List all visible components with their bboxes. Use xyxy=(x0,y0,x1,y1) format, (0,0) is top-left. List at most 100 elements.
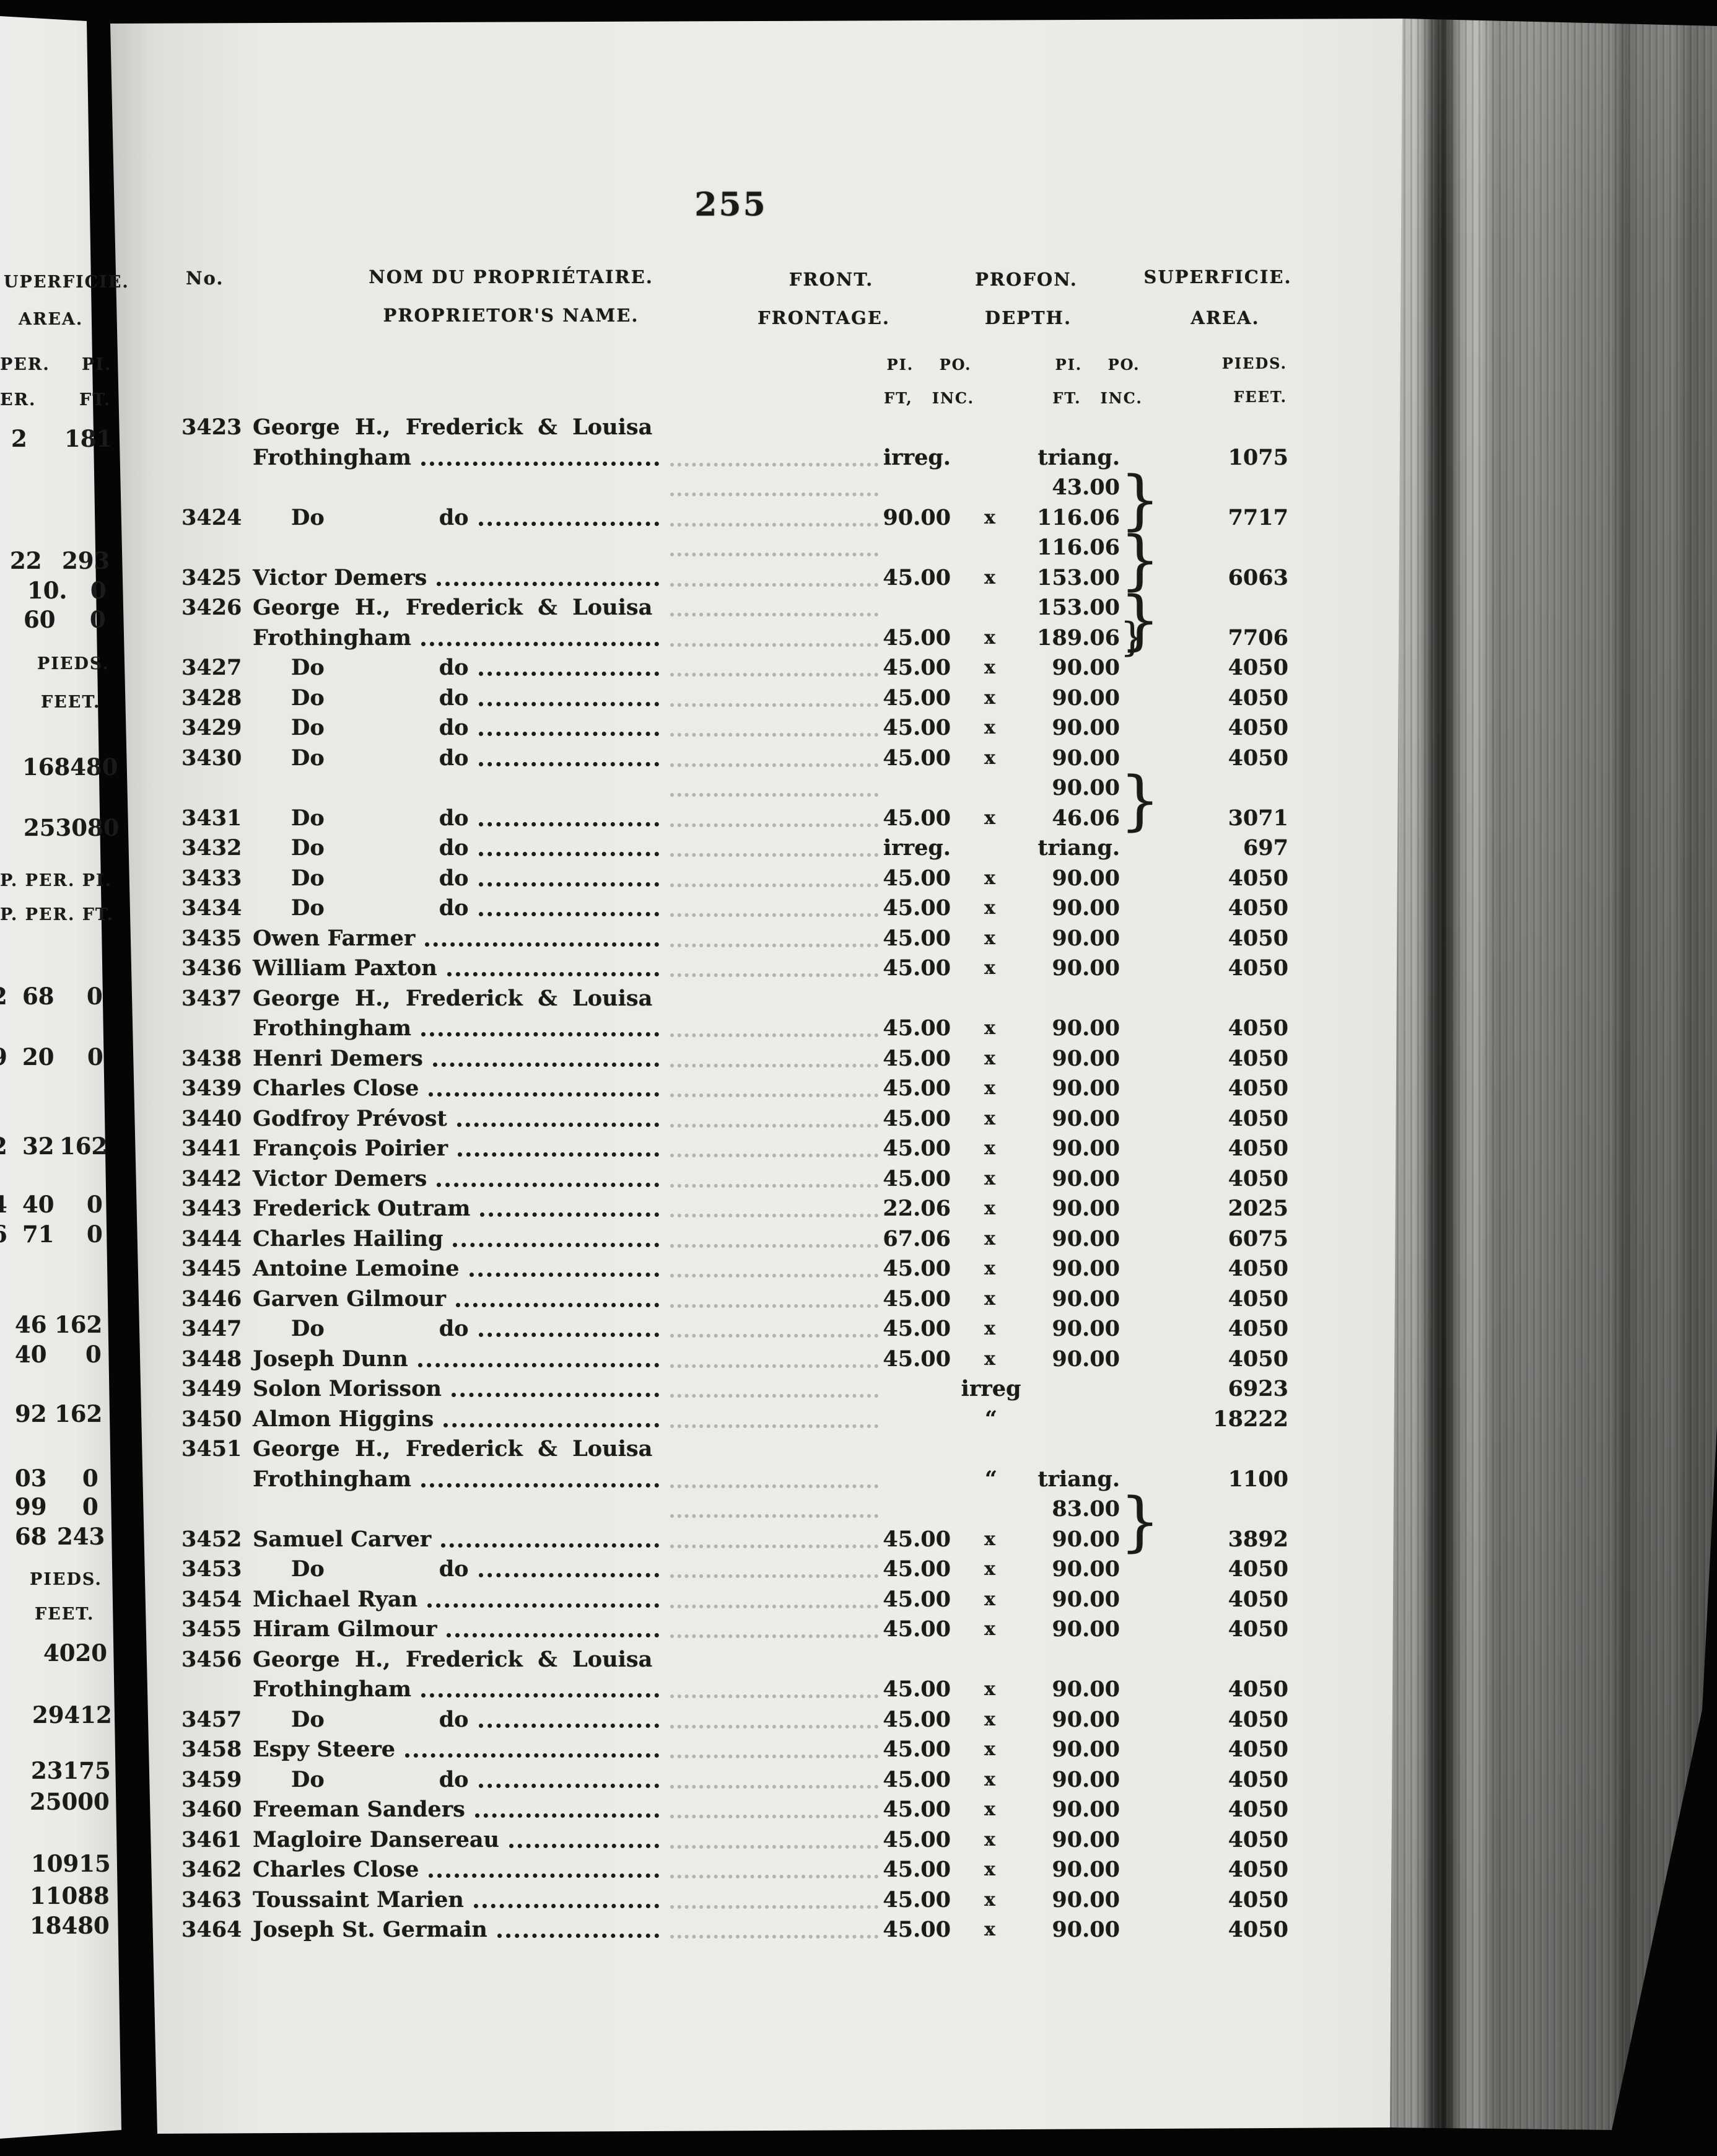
table-row: 3438 Henri Demers 45.00 x 90.00 4050 xyxy=(0,1043,1717,1074)
leader-dots xyxy=(478,672,659,676)
x-separator: x xyxy=(984,1017,995,1039)
ditto-do: do xyxy=(439,715,469,740)
owner-name: Do do xyxy=(253,712,663,743)
area-value: 4050 xyxy=(1228,1766,1288,1792)
ghost-dots xyxy=(670,1514,878,1518)
front-value: 45.00 xyxy=(883,955,951,981)
column-header-name-fr: NOM DU PROPRIÉTAIRE. xyxy=(369,266,653,287)
ghost-dots xyxy=(670,522,878,527)
leader-dots xyxy=(421,1483,659,1488)
owner-name-text: Charles Close xyxy=(253,1857,419,1882)
row-number: 3436 xyxy=(181,955,242,981)
owner-name-text: Joseph Dunn xyxy=(253,1346,408,1372)
table-row: 3437 George H., Frederick & Louisa xyxy=(0,983,1717,1014)
ditto-do: Do xyxy=(291,1316,325,1341)
row-number: 3453 xyxy=(181,1556,242,1582)
column-header-name-en: PROPRIETOR'S NAME. xyxy=(383,305,639,326)
depth-value: 90.00 xyxy=(1052,1616,1120,1642)
ghost-dots xyxy=(670,763,878,767)
depth-value: 90.00 xyxy=(1052,1076,1120,1101)
depth-value: 90.00 xyxy=(1052,655,1120,680)
margin-fragment: 11088 xyxy=(30,1882,110,1909)
owner-name-text: Victor Demers xyxy=(253,1165,427,1191)
table-row: 3435 Owen Farmer 45.00 x 90.00 4050 xyxy=(0,923,1717,953)
ditto-do: do xyxy=(439,655,469,680)
ditto-do: Do xyxy=(291,895,325,921)
area-value: 18222 xyxy=(1213,1406,1288,1432)
x-separator: x xyxy=(984,1588,995,1610)
row-number: 3460 xyxy=(181,1797,242,1822)
table-row: 83.00} xyxy=(0,1489,1717,1554)
leader-dots xyxy=(421,1693,659,1698)
ghost-dots xyxy=(670,1935,878,1939)
brace: } xyxy=(1120,1484,1160,1560)
owner-name: Solon Morisson xyxy=(253,1374,663,1404)
ghost-dots xyxy=(670,1033,878,1037)
area-value: 4050 xyxy=(1228,1917,1288,1942)
owner-name: George H., Frederick & Louisa xyxy=(253,983,663,1014)
row-number: 3457 xyxy=(181,1706,242,1732)
table-row: 3455 Hiram Gilmour 45.00 x 90.00 4050 xyxy=(0,1614,1717,1644)
x-separator: x xyxy=(984,1618,995,1640)
table-row: 3440 Godfroy Prévost 45.00 x 90.00 4050 xyxy=(0,1103,1717,1134)
margin-fragment: 243 xyxy=(57,1523,105,1550)
owner-name: Do do xyxy=(253,652,663,683)
leader-dots xyxy=(457,1122,659,1127)
area-value: 4050 xyxy=(1228,1586,1288,1612)
leader-dots xyxy=(451,1393,659,1397)
row-number: 3450 xyxy=(181,1406,242,1432)
row-number: 3443 xyxy=(181,1196,242,1221)
ghost-dots xyxy=(670,1875,878,1878)
brace: } xyxy=(1120,462,1160,538)
ditto-do: Do xyxy=(291,745,325,771)
owner-name-text: Henri Demers xyxy=(253,1045,423,1071)
area-value: 4050 xyxy=(1228,1105,1288,1131)
depth-value: 153.00 xyxy=(1037,564,1120,590)
margin-fragment: FEET. xyxy=(35,1605,95,1624)
margin-fragment: 18480 xyxy=(30,1912,110,1939)
owner-name-text: Frothingham xyxy=(253,1466,412,1492)
owner-name-text: Godfroy Prévost xyxy=(253,1105,447,1131)
row-number: 3437 xyxy=(181,985,242,1011)
row-number: 3426 xyxy=(181,595,242,620)
area-value: 4050 xyxy=(1228,1256,1288,1281)
front-value: 45.00 xyxy=(883,805,951,831)
owner-name: Frothingham xyxy=(253,1674,663,1704)
depth-value: 90.00 xyxy=(1052,1286,1120,1312)
leader-dots xyxy=(458,1152,659,1157)
unit-depth-en: FT. INC. xyxy=(1052,389,1143,407)
x-separator: x xyxy=(984,1528,995,1550)
table-row: 3443 Frederick Outram 22.06 x 90.00 2025 xyxy=(0,1193,1717,1224)
leader-dots xyxy=(432,1062,659,1067)
margin-fragment: PI. xyxy=(82,355,112,374)
table-row: 3446 Garven Gilmour 45.00 x 90.00 4050 xyxy=(0,1284,1717,1314)
owner-name-text: Victor Demers xyxy=(253,564,427,590)
depth-value: 90.00 xyxy=(1052,1196,1120,1221)
ditto-do: Do xyxy=(291,655,325,680)
owner-name-text: George H., Frederick & Louisa xyxy=(253,1646,653,1672)
unit-depth-fr: PI. PO. xyxy=(1055,356,1140,374)
margin-fragment: 162 xyxy=(59,1133,108,1160)
front-value: 45.00 xyxy=(883,1256,951,1281)
x-separator: x xyxy=(984,566,995,589)
owner-name: Do do xyxy=(253,1704,663,1735)
leader-dots xyxy=(417,1362,659,1367)
row-number: 3446 xyxy=(181,1286,242,1312)
owner-name: Charles Hailing xyxy=(253,1224,663,1254)
leader-dots xyxy=(473,1903,659,1908)
row-number: 3449 xyxy=(181,1376,242,1401)
depth-value: 90.00 xyxy=(1052,1887,1120,1913)
owner-name: Frothingham xyxy=(253,442,663,473)
unit-front-fr: PI. PO. xyxy=(886,356,972,374)
unit-front-en: FT, INC. xyxy=(884,389,974,407)
ghost-dots xyxy=(670,1755,878,1758)
table-row: 3425 Victor Demers 45.00 x 153.00 6063 xyxy=(0,563,1717,593)
table-row: Frothingham 45.00 x 189.06} 7706 xyxy=(0,618,1717,657)
depth-value: 153.00 xyxy=(1037,595,1120,620)
depth-value: 90.00 xyxy=(1052,1737,1120,1762)
front-value: 45.00 xyxy=(883,1917,951,1942)
depth-value: 189.06 xyxy=(1037,624,1120,651)
front-value: 45.00 xyxy=(883,1586,951,1612)
ghost-dots xyxy=(670,973,878,977)
